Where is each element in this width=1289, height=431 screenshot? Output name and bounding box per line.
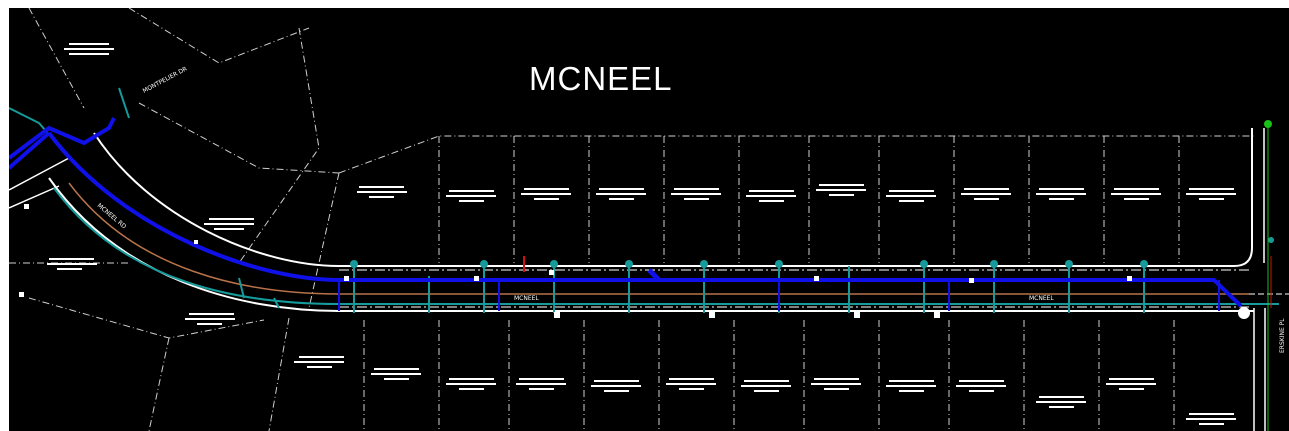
road-centerline (68, 182, 1249, 295)
street-label-erskine: ERSKINE PL (1279, 318, 1286, 353)
street-label-mcneel-west: MCNEEL (514, 295, 539, 302)
street-label-mcneel-east: MCNEEL (1029, 295, 1054, 302)
north-marker-icon (1264, 120, 1272, 128)
water-main (9, 117, 1243, 311)
edge-of-pavement (9, 128, 1266, 431)
street-label-montpelier: MONTPELIER DR (142, 65, 189, 94)
hydrants (350, 237, 1274, 268)
drawing-title: MCNEEL (529, 60, 673, 97)
lot-lines (9, 8, 1254, 431)
lot-annotations (47, 43, 1236, 425)
cad-plan-view: MONTPELIER DR MCNEEL RD MCNEEL MCNEEL ER… (9, 8, 1289, 431)
fittings (19, 204, 1250, 319)
cad-drawing-canvas: MONTPELIER DR MCNEEL RD MCNEEL MCNEEL ER… (9, 8, 1289, 431)
